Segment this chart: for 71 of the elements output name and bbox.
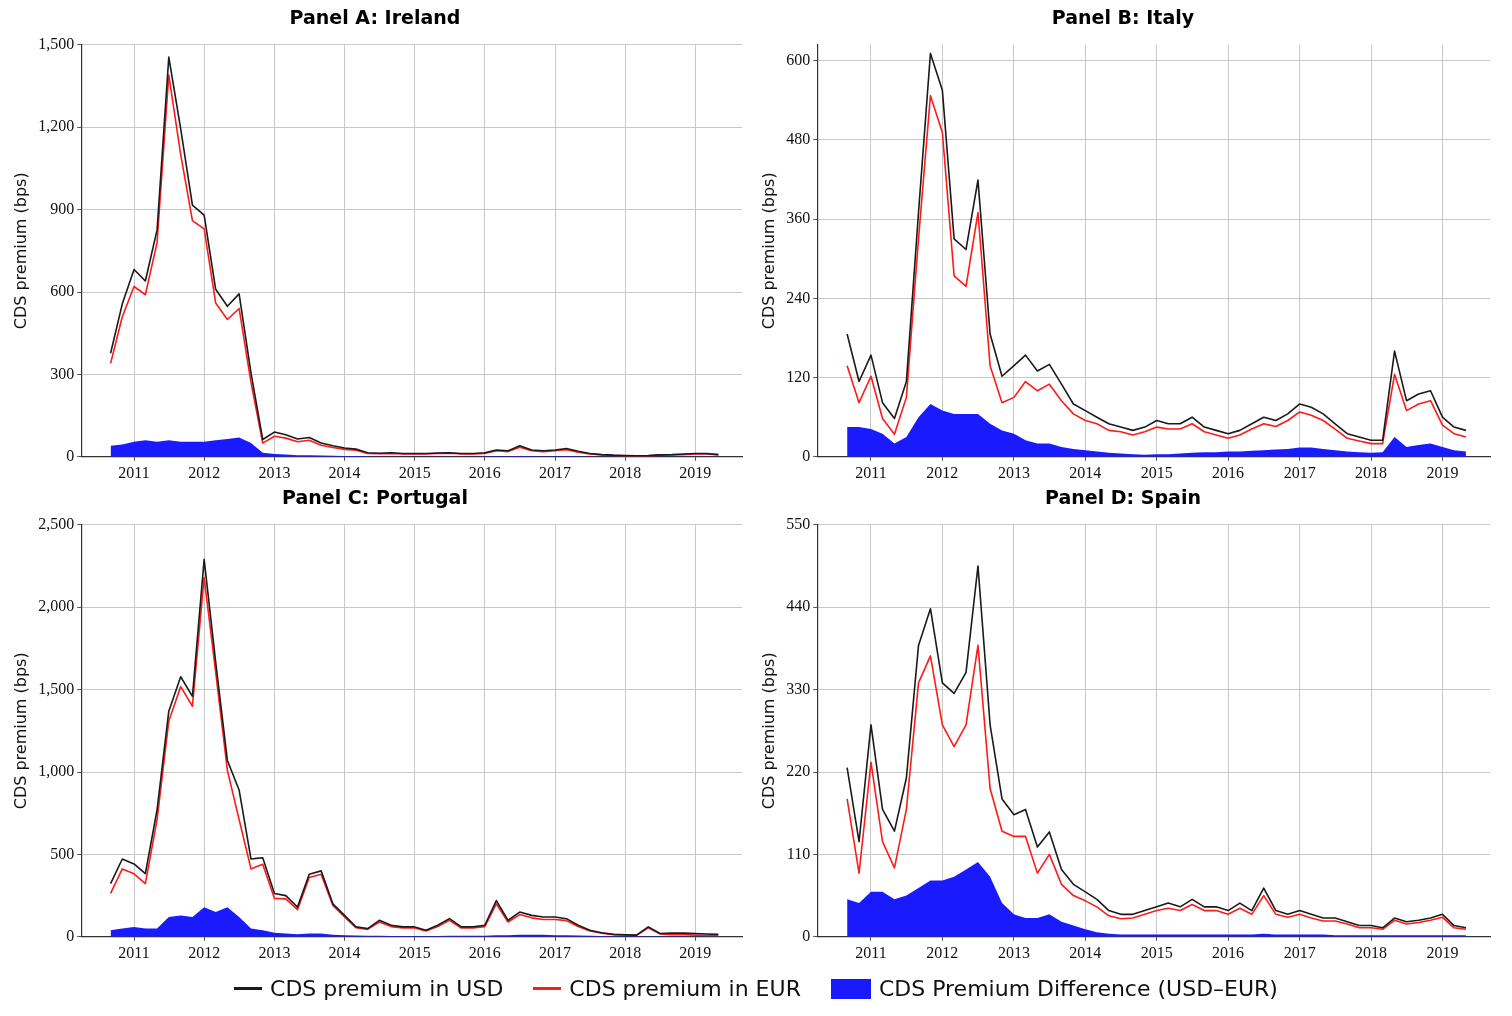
y-tick-label: 240 [786,288,811,306]
y-tick-label: 0 [66,447,75,464]
x-tick-label: 2014 [1069,943,1102,961]
x-tick-label: 2011 [118,463,150,481]
y-tick-label: 2,500 [38,515,75,532]
x-tick-label: 2011 [855,943,887,961]
x-tick-label: 2018 [1355,463,1388,481]
y-axis-title: CDS premium (bps) [10,652,30,810]
x-tick-label: 2017 [539,943,572,961]
x-tick-label: 2014 [328,463,361,481]
x-tick-label: 2012 [188,943,221,961]
chart-title: Panel A: Ireland [289,6,461,29]
y-tick-label: 0 [66,927,75,944]
y-tick-label: 120 [786,367,811,385]
x-tick-label: 2019 [1426,943,1459,961]
x-tick-label: 2015 [398,463,431,481]
y-tick-label: 110 [786,844,811,862]
y-tick-label: 330 [786,679,811,697]
y-tick-label: 0 [802,927,811,944]
x-tick-label: 2013 [258,943,291,961]
x-tick-label: 2016 [1212,463,1245,481]
x-tick-label: 2019 [1426,463,1459,481]
x-tick-label: 2017 [539,463,572,481]
x-tick-label: 2012 [926,463,959,481]
x-tick-label: 2013 [997,943,1030,961]
legend-label: CDS premium in EUR [569,976,801,1001]
y-tick-label: 0 [802,447,811,464]
y-tick-label: 220 [786,762,811,780]
x-tick-label: 2018 [1355,943,1388,961]
x-tick-label: 2017 [1283,943,1316,961]
x-tick-label: 2014 [1069,463,1102,481]
x-tick-label: 2018 [609,943,642,961]
x-tick-label: 2016 [468,943,501,961]
y-tick-label: 600 [786,50,811,68]
x-tick-label: 2015 [1140,463,1173,481]
y-tick-label: 550 [786,515,811,532]
x-tick-label: 2011 [118,943,150,961]
y-axis-title: CDS premium (bps) [758,652,778,810]
y-tick-label: 1,500 [38,35,75,52]
legend-label: CDS premium in USD [270,976,504,1001]
y-tick-label: 600 [50,282,75,300]
y-axis-title: CDS premium (bps) [758,172,778,330]
x-tick-label: 2017 [1283,463,1316,481]
x-tick-label: 2014 [328,943,361,961]
chart-title: Panel B: Italy [1051,6,1195,29]
legend-label: CDS Premium Difference (USD–EUR) [878,976,1278,1001]
y-tick-label: 900 [50,199,75,217]
y-tick-label: 300 [50,364,75,382]
y-tick-label: 1,500 [38,679,75,697]
y-tick-label: 480 [786,130,811,148]
x-tick-label: 2016 [1212,943,1245,961]
x-tick-label: 2019 [679,943,712,961]
x-tick-label: 2018 [609,463,642,481]
chart-title: Panel C: Portugal [282,486,468,509]
x-tick-label: 2015 [398,943,431,961]
x-tick-label: 2019 [679,463,712,481]
y-tick-label: 2,000 [38,597,75,615]
x-tick-label: 2012 [926,943,959,961]
x-tick-label: 2012 [188,463,221,481]
y-tick-label: 360 [786,209,811,227]
y-tick-label: 1,200 [38,117,75,135]
y-tick-label: 440 [786,597,811,615]
y-tick-label: 500 [50,844,75,862]
x-tick-label: 2016 [468,463,501,481]
x-tick-label: 2015 [1140,943,1173,961]
x-tick-label: 2011 [855,463,887,481]
x-tick-label: 2013 [997,463,1030,481]
y-axis-title: CDS premium (bps) [10,172,30,330]
chart-title: Panel D: Spain [1045,486,1201,509]
y-tick-label: 1,000 [38,762,75,780]
x-tick-label: 2013 [258,463,291,481]
